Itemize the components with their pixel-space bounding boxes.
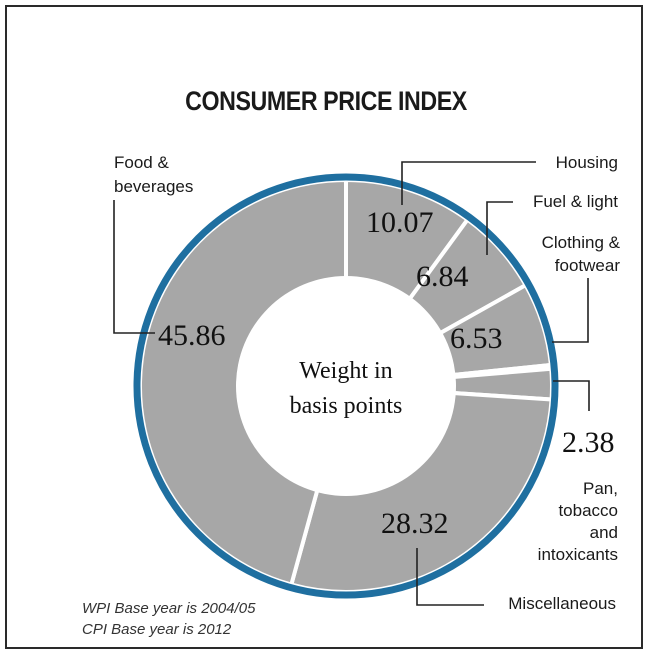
value-label-pan: 2.38 <box>562 426 615 459</box>
value-label-misc: 28.32 <box>381 507 449 540</box>
chart-title: CONSUMER PRICE INDEX <box>185 86 467 116</box>
value-label-housing: 10.07 <box>366 206 434 239</box>
value-label-food: 45.86 <box>158 319 226 352</box>
value-label-clothing: 6.53 <box>450 322 503 355</box>
center-label-line-1: Weight in <box>299 358 392 384</box>
category-label-misc: Miscellaneous <box>508 594 616 613</box>
category-label-fuel: Fuel & light <box>533 192 618 211</box>
category-label-clothing-line-2: footwear <box>555 256 621 275</box>
leader-line-misc <box>416 548 484 606</box>
leader-line-clothing <box>552 278 589 343</box>
category-label-food-line-1: Food & <box>114 153 169 172</box>
leader-line-pan <box>553 380 590 411</box>
category-label-food-line-2: beverages <box>114 177 193 196</box>
leader-line-food <box>113 200 155 334</box>
leader-line-fuel <box>486 201 513 255</box>
center-hole <box>236 276 456 496</box>
category-label-clothing-line-1: Clothing & <box>542 233 621 252</box>
center-label-line-2: basis points <box>290 393 403 419</box>
category-label-pan-line-4: intoxicants <box>538 545 618 564</box>
category-label-pan-line-1: Pan, <box>583 479 618 498</box>
category-label-housing: Housing <box>556 153 618 172</box>
footnote-wpi: WPI Base year is 2004/05 <box>82 600 256 617</box>
value-label-fuel: 6.84 <box>416 260 469 293</box>
category-label-pan-line-3: and <box>590 523 618 542</box>
leader-line-housing <box>401 161 536 205</box>
category-label-pan-line-2: tobacco <box>558 501 618 520</box>
footnote-cpi: CPI Base year is 2012 <box>82 621 232 638</box>
outer-ring <box>133 173 559 599</box>
